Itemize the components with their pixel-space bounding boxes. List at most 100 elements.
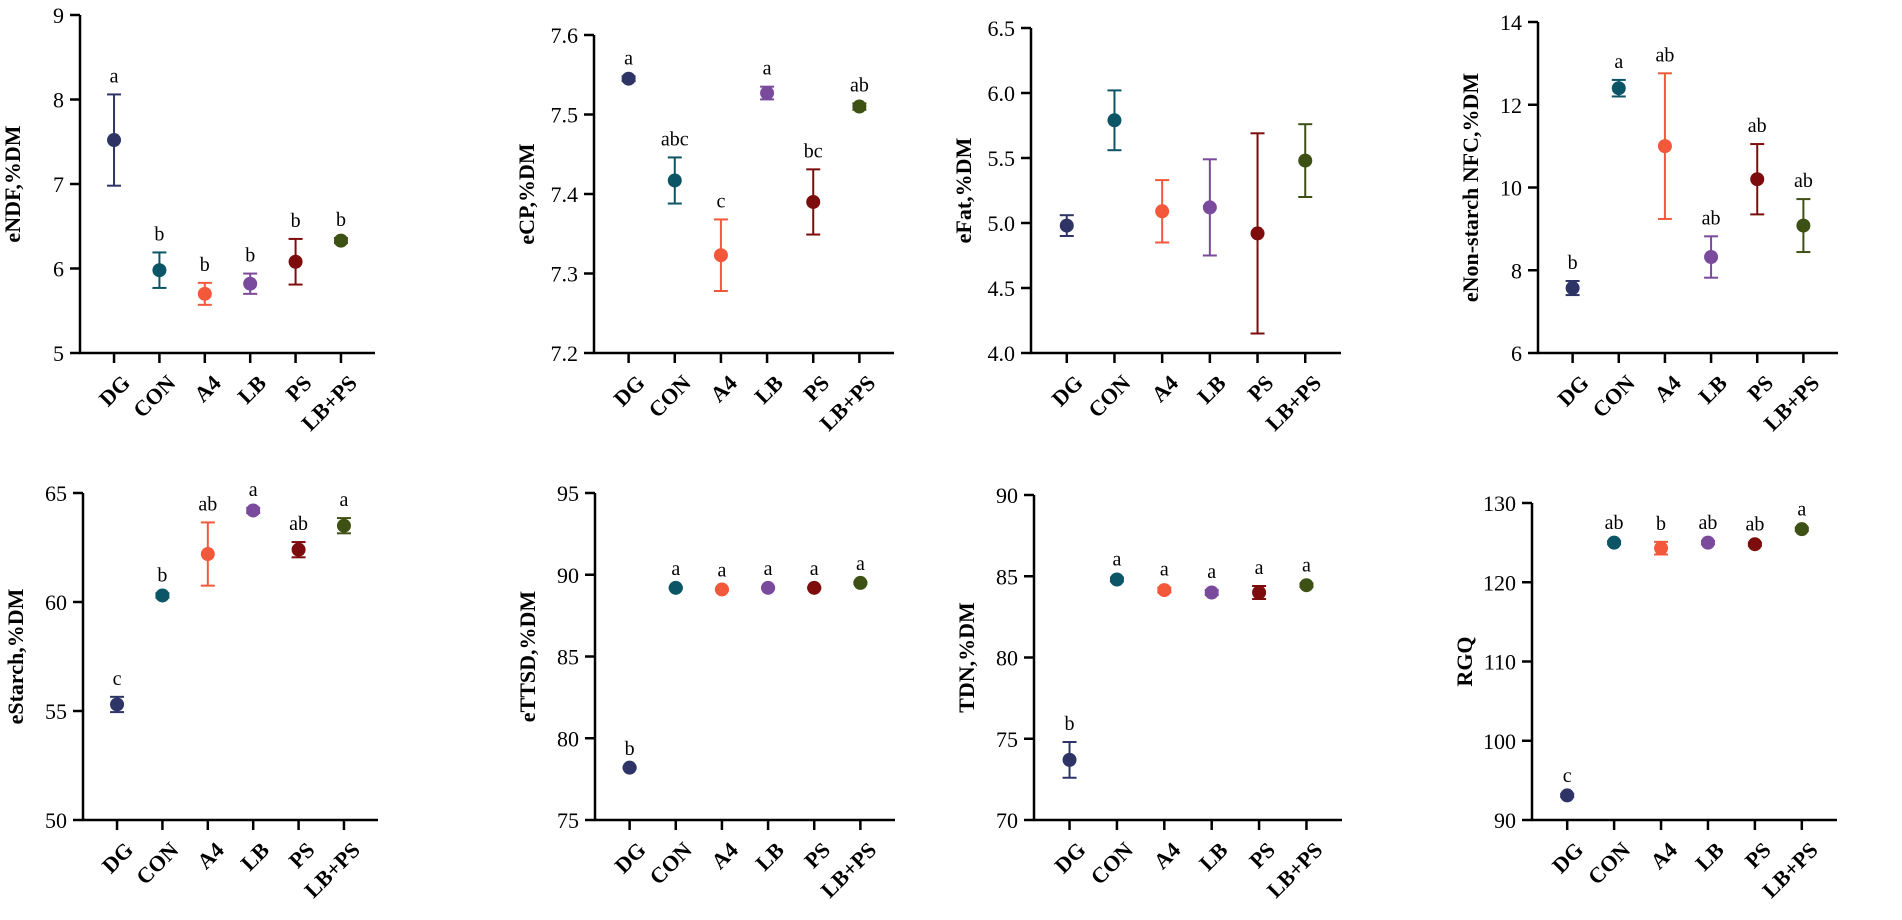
x-tick-label: A4 (706, 837, 743, 874)
y-tick-label: 6.0 (988, 81, 1016, 106)
data-point (1157, 583, 1172, 598)
data-point (622, 760, 637, 775)
significance-label: b (245, 245, 255, 267)
significance-label: b (1568, 252, 1578, 274)
x-tick-label: PS (1742, 370, 1778, 406)
x-tick-label: LB (750, 837, 789, 876)
x-tick-label: LB (1693, 370, 1732, 409)
y-tick-label: 110 (1484, 650, 1516, 675)
y-tick-label: 12 (1500, 93, 1522, 118)
data-point (291, 542, 306, 557)
y-tick-label: 7 (53, 172, 64, 197)
data-point (852, 99, 867, 114)
data-point (246, 503, 261, 518)
y-tick-label: 65 (45, 481, 67, 506)
y-axis-title: eCP,%DM (514, 143, 539, 244)
y-axis-title: eStarch,%DM (3, 588, 28, 724)
significance-label: a (764, 558, 773, 580)
significance-label: a (1160, 559, 1169, 581)
y-tick-label: 100 (1483, 729, 1516, 754)
significance-label: b (1656, 513, 1666, 535)
significance-label: ab (850, 74, 869, 96)
data-point (1109, 572, 1124, 587)
x-tick-label: PS (798, 370, 834, 406)
y-tick-label: 7.6 (551, 23, 579, 48)
x-tick-label: CON (643, 370, 695, 422)
chart-panel-8: 90100110120130RGQDGcCONabA4bLBabPSabLB+P… (1452, 491, 1837, 903)
data-point (1607, 535, 1622, 550)
significance-label: a (1255, 557, 1264, 579)
data-point (667, 173, 682, 188)
significance-label: c (1563, 765, 1572, 787)
significance-label: b (154, 223, 164, 245)
x-tick-label: CON (1083, 370, 1135, 422)
significance-label: a (1302, 555, 1311, 577)
x-tick-label: LB (236, 837, 275, 876)
data-point (1107, 113, 1122, 128)
data-point (761, 580, 776, 595)
x-tick-label: CON (128, 370, 180, 422)
data-point (853, 575, 868, 590)
data-point (110, 697, 125, 712)
data-point (288, 254, 303, 269)
y-tick-label: 60 (45, 590, 67, 615)
y-tick-label: 90 (557, 563, 579, 588)
x-tick-label: CON (644, 837, 696, 889)
x-tick-label: A4 (189, 370, 226, 407)
x-tick-label: LB (1690, 837, 1729, 876)
y-axis-title: RGQ (1452, 636, 1477, 686)
significance-label: a (1797, 499, 1806, 521)
y-tick-label: 90 (996, 483, 1018, 508)
chart-panel-2: 7.27.37.47.57.6eCP,%DMDGaCONabcA4cLBaPSb… (514, 23, 894, 436)
significance-label: ab (1794, 170, 1813, 192)
data-point (197, 286, 212, 301)
y-tick-label: 90 (1494, 808, 1516, 833)
x-tick-label: LB (233, 370, 272, 409)
significance-label: ab (1605, 512, 1624, 534)
y-tick-label: 50 (45, 808, 67, 833)
x-tick-label: CON (1086, 837, 1138, 889)
significance-label: b (157, 564, 167, 586)
y-tick-label: 8 (53, 88, 64, 113)
significance-label: b (291, 210, 301, 232)
significance-label: ab (1748, 115, 1767, 137)
significance-label: a (856, 553, 865, 575)
data-point (1299, 578, 1314, 593)
y-tick-label: 6 (53, 257, 64, 282)
data-point (1700, 535, 1715, 550)
y-tick-label: 120 (1483, 570, 1516, 595)
data-point (713, 248, 728, 263)
data-point (1250, 226, 1265, 241)
significance-label: b (336, 209, 346, 231)
significance-label: a (671, 558, 680, 580)
y-tick-label: 14 (1500, 10, 1522, 35)
data-point (1704, 250, 1719, 265)
significance-label: b (625, 738, 635, 760)
data-point (1202, 200, 1217, 215)
y-tick-label: 6.5 (988, 16, 1016, 41)
y-tick-label: 7.4 (551, 182, 579, 207)
data-point (760, 86, 775, 101)
significance-label: a (717, 560, 726, 582)
significance-label: a (1112, 549, 1121, 571)
data-point (1565, 281, 1580, 296)
significance-label: b (1065, 713, 1075, 735)
significance-label: a (1207, 561, 1216, 583)
x-tick-label: LB (1194, 837, 1233, 876)
data-point (243, 276, 258, 291)
significance-label: a (340, 489, 349, 511)
x-tick-label: CON (1583, 837, 1635, 889)
data-point (668, 580, 683, 595)
data-point (807, 580, 822, 595)
y-tick-label: 5.0 (988, 211, 1016, 236)
x-tick-label: A4 (1645, 837, 1682, 874)
y-tick-label: 4.0 (988, 341, 1016, 366)
data-point (336, 518, 351, 533)
y-tick-label: 80 (557, 726, 579, 751)
y-axis-title: eNDF,%DM (0, 125, 25, 242)
data-point (1560, 788, 1575, 803)
